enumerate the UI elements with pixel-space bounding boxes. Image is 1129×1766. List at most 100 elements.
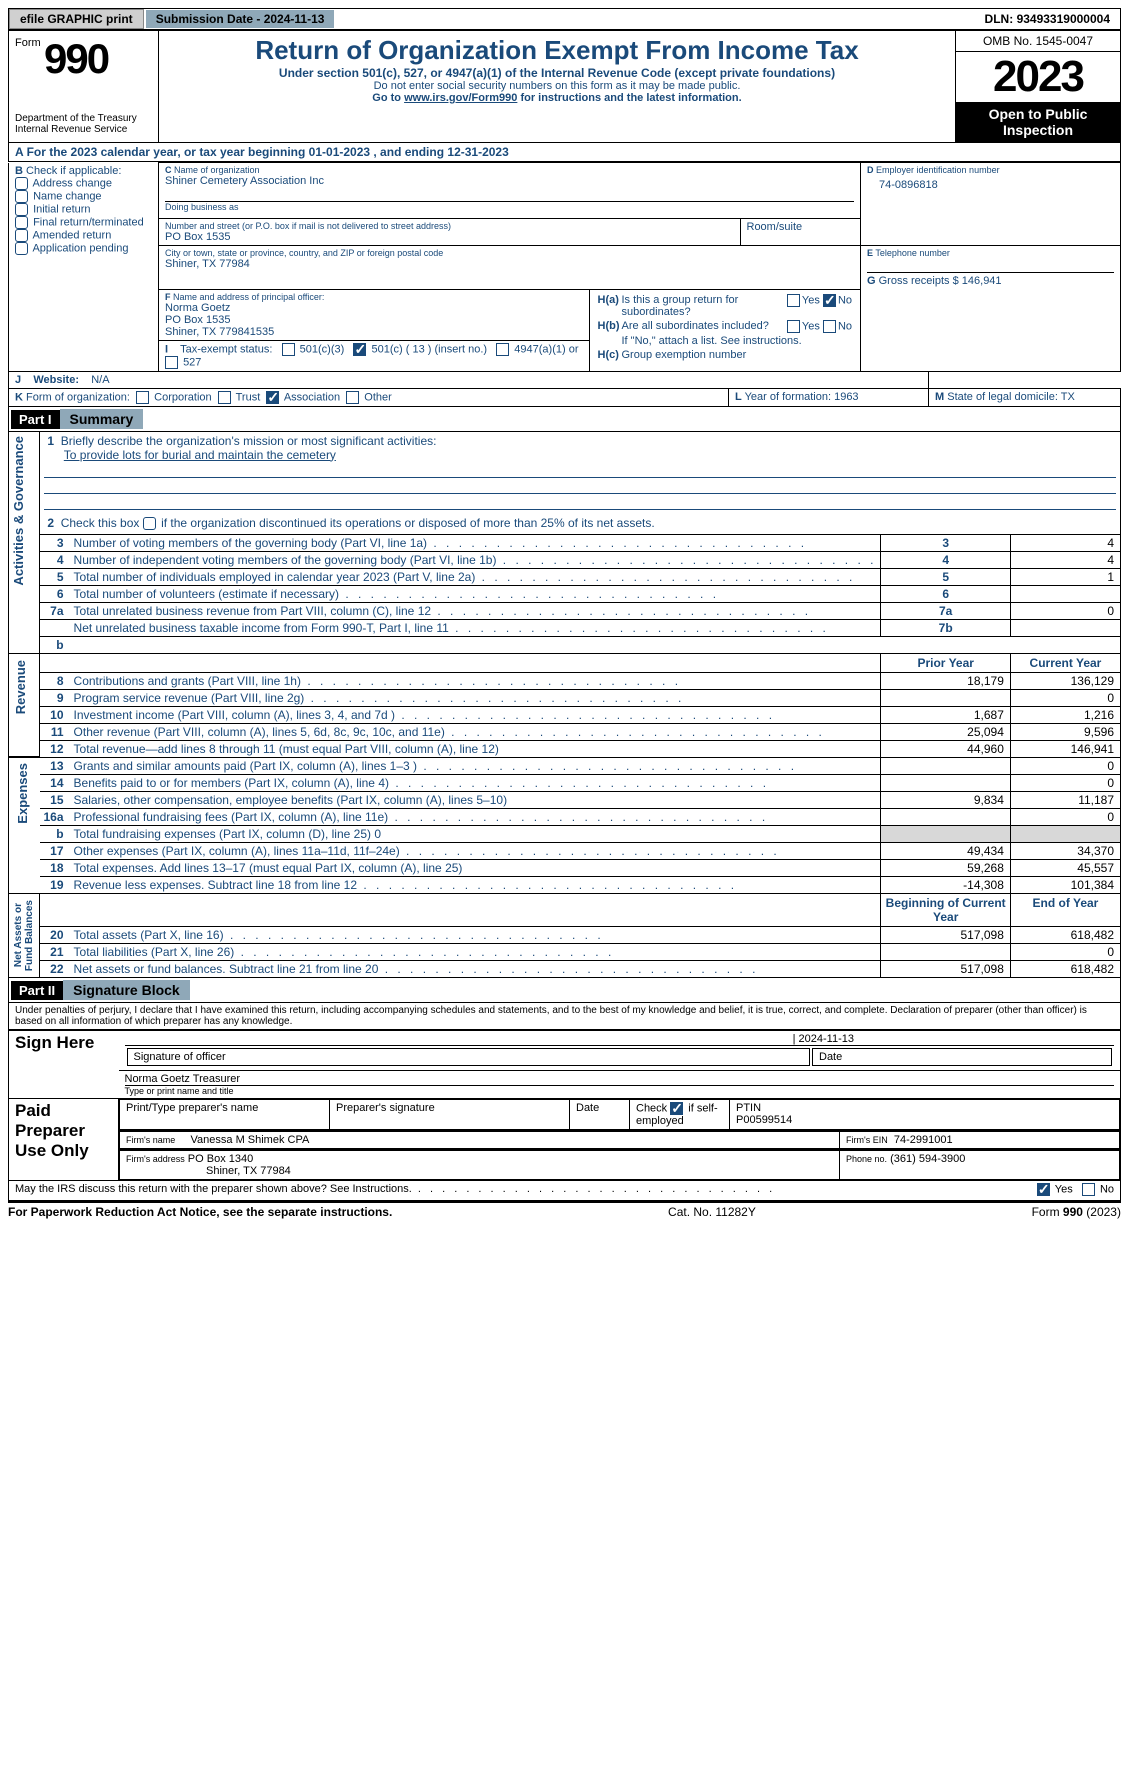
sig-officer-label: Signature of officer bbox=[127, 1048, 811, 1066]
table-row: 10Investment income (Part VIII, column (… bbox=[9, 706, 1121, 723]
hb-yes-checkbox[interactable] bbox=[787, 320, 800, 333]
tax-exempt-label: Tax-exempt status: bbox=[180, 343, 272, 355]
preparer-name-label: Print/Type preparer's name bbox=[120, 1099, 330, 1129]
corp-checkbox[interactable] bbox=[136, 391, 149, 404]
firm-ein-label: Firm's EIN bbox=[846, 1135, 888, 1145]
table-row: 17Other expenses (Part IX, column (A), l… bbox=[9, 842, 1121, 859]
address-change-checkbox[interactable] bbox=[15, 177, 28, 190]
website-value: N/A bbox=[91, 374, 109, 386]
state-domicile-label: State of legal domicile: bbox=[947, 391, 1058, 403]
application-pending-checkbox[interactable] bbox=[15, 242, 28, 255]
table-row: 20Total assets (Part X, line 16)517,0986… bbox=[9, 926, 1121, 943]
part-ii-header: Part IISignature Block bbox=[8, 978, 1121, 1002]
efile-print-button[interactable]: efile GRAPHIC print bbox=[9, 9, 144, 29]
hc-text: Group exemption number bbox=[622, 349, 853, 361]
table-row: 22Net assets or fund balances. Subtract … bbox=[9, 960, 1121, 977]
website-label: Website: bbox=[33, 374, 79, 386]
table-row: 11Other revenue (Part VIII, column (A), … bbox=[9, 723, 1121, 740]
address-label: Number and street (or P.O. box if mail i… bbox=[165, 221, 734, 231]
527-checkbox[interactable] bbox=[165, 356, 178, 369]
initial-return-checkbox[interactable] bbox=[15, 203, 28, 216]
assoc-checkbox[interactable] bbox=[266, 391, 279, 404]
501c-checkbox[interactable] bbox=[353, 343, 366, 356]
may-yes-checkbox[interactable] bbox=[1037, 1183, 1050, 1196]
may-discuss-text: May the IRS discuss this return with the… bbox=[15, 1183, 925, 1195]
address-value: PO Box 1535 bbox=[165, 231, 734, 243]
ein-label: Employer identification number bbox=[876, 165, 1000, 175]
summary-table: Activities & Governance 1 Briefly descri… bbox=[8, 432, 1121, 978]
line-a-tax-year: A For the 2023 calendar year, or tax yea… bbox=[8, 143, 1121, 162]
type-print-name-label: Type or print name and title bbox=[125, 1086, 1115, 1096]
preparer-sig-label: Preparer's signature bbox=[330, 1099, 570, 1129]
ha-yes-checkbox[interactable] bbox=[787, 294, 800, 307]
year-formation-value: 1963 bbox=[834, 391, 858, 403]
firm-ein: 74-2991001 bbox=[894, 1134, 953, 1146]
goto-instructions: Go to www.irs.gov/Form990 for instructio… bbox=[165, 92, 949, 104]
top-toolbar: efile GRAPHIC print Submission Date - 20… bbox=[8, 8, 1121, 30]
officer-label: Name and address of principal officer: bbox=[173, 292, 324, 302]
table-row: 12Total revenue—add lines 8 through 11 (… bbox=[9, 740, 1121, 757]
telephone-label: Telephone number bbox=[875, 248, 950, 258]
form-990-page: efile GRAPHIC print Submission Date - 20… bbox=[0, 0, 1129, 1227]
cat-number: Cat. No. 11282Y bbox=[668, 1205, 756, 1219]
form-org-label: Form of organization: bbox=[26, 391, 130, 403]
amended-return-checkbox[interactable] bbox=[15, 229, 28, 242]
header-block: Form 990 Department of the Treasury Inte… bbox=[8, 30, 1121, 143]
phone-value: (361) 594-3900 bbox=[890, 1153, 965, 1165]
footer: For Paperwork Reduction Act Notice, see … bbox=[8, 1201, 1121, 1219]
form-subtitle: Under section 501(c), 527, or 4947(a)(1)… bbox=[165, 66, 949, 80]
table-row: 3Number of voting members of the governi… bbox=[9, 534, 1121, 551]
mission: To provide lots for burial and maintain … bbox=[64, 448, 336, 462]
name-change-checkbox[interactable] bbox=[15, 190, 28, 203]
hb-note: If "No," attach a list. See instructions… bbox=[622, 335, 853, 347]
pra-notice: For Paperwork Reduction Act Notice, see … bbox=[8, 1205, 392, 1219]
check-if-applicable: Check if applicable: bbox=[26, 165, 121, 177]
phone-label: Phone no. bbox=[846, 1154, 887, 1164]
net-assets-label: Net Assets or Fund Balances bbox=[11, 896, 37, 975]
signature-block: Sign Here | 2024-11-13 Signature of offi… bbox=[8, 1030, 1121, 1201]
year-formation-label: Year of formation: bbox=[745, 391, 831, 403]
begin-year-header: Beginning of Current Year bbox=[881, 893, 1010, 926]
q2: Check this box if the organization disco… bbox=[61, 516, 655, 530]
501c3-checkbox[interactable] bbox=[282, 343, 295, 356]
discontinued-checkbox[interactable] bbox=[143, 517, 156, 530]
state-domicile-value: TX bbox=[1061, 391, 1075, 403]
ein-value: 74-0896818 bbox=[867, 175, 1114, 195]
table-row: 5Total number of individuals employed in… bbox=[9, 568, 1121, 585]
org-name: Shiner Cemetery Association Inc bbox=[165, 175, 854, 187]
gross-receipts-label: Gross receipts $ bbox=[879, 275, 959, 287]
self-employed-checkbox[interactable] bbox=[670, 1102, 683, 1115]
form-number: 990 bbox=[44, 35, 108, 82]
4947a1-checkbox[interactable] bbox=[496, 343, 509, 356]
form-footer: Form 990 (2023) bbox=[1032, 1205, 1121, 1219]
activities-governance-label: Activities & Governance bbox=[9, 432, 28, 590]
irs-link[interactable]: www.irs.gov/Form990 bbox=[404, 92, 517, 104]
table-row: 16aProfessional fundraising fees (Part I… bbox=[9, 808, 1121, 825]
table-row: 4Number of independent voting members of… bbox=[9, 551, 1121, 568]
table-row: Net unrelated business taxable income fr… bbox=[9, 619, 1121, 636]
dept-treasury: Department of the Treasury Internal Reve… bbox=[15, 113, 152, 135]
firm-addr-label: Firm's address bbox=[126, 1154, 185, 1164]
firm-name-label: Firm's name bbox=[126, 1135, 175, 1145]
ha-no-checkbox[interactable] bbox=[823, 294, 836, 307]
may-no-checkbox[interactable] bbox=[1082, 1183, 1095, 1196]
hb-no-checkbox[interactable] bbox=[823, 320, 836, 333]
table-row: 21Total liabilities (Part X, line 26)0 bbox=[9, 943, 1121, 960]
self-employed: Check if self-employed bbox=[630, 1099, 730, 1129]
officer-name: Norma Goetz bbox=[165, 302, 583, 314]
final-return-checkbox[interactable] bbox=[15, 216, 28, 229]
dba-label: Doing business as bbox=[165, 201, 854, 212]
table-row: bTotal fundraising expenses (Part IX, co… bbox=[9, 825, 1121, 842]
table-row: 14Benefits paid to or for members (Part … bbox=[9, 774, 1121, 791]
identity-block: B Check if applicable: Address change Na… bbox=[8, 162, 1121, 372]
part-i-header: Part ISummary bbox=[8, 407, 1121, 432]
date-label: Date bbox=[812, 1048, 1112, 1066]
table-row: 6Total number of volunteers (estimate if… bbox=[9, 585, 1121, 602]
other-checkbox[interactable] bbox=[346, 391, 359, 404]
trust-checkbox[interactable] bbox=[218, 391, 231, 404]
hb-text: Are all subordinates included? bbox=[622, 320, 785, 333]
dln: DLN: 93493319000004 bbox=[985, 12, 1120, 26]
q1: Briefly describe the organization's miss… bbox=[61, 434, 437, 448]
table-row: 7aTotal unrelated business revenue from … bbox=[9, 602, 1121, 619]
table-row: 8Contributions and grants (Part VIII, li… bbox=[9, 672, 1121, 689]
